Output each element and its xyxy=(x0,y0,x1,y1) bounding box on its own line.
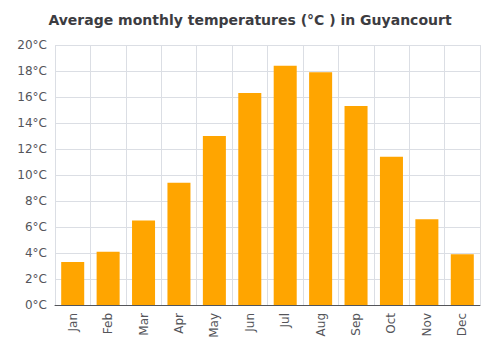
svg-text:Average monthly temperatures (: Average monthly temperatures (°C ) in Gu… xyxy=(48,12,451,28)
svg-text:2°C: 2°C xyxy=(25,272,47,286)
svg-text:Jul: Jul xyxy=(278,313,292,328)
svg-text:Mar: Mar xyxy=(137,313,151,336)
svg-text:Oct: Oct xyxy=(384,313,398,334)
svg-text:10°C: 10°C xyxy=(17,168,47,182)
svg-text:16°C: 16°C xyxy=(17,90,47,104)
svg-text:May: May xyxy=(207,313,221,338)
svg-text:8°C: 8°C xyxy=(25,194,47,208)
svg-text:Jan: Jan xyxy=(66,313,80,333)
svg-text:14°C: 14°C xyxy=(17,116,47,130)
svg-text:Feb: Feb xyxy=(101,313,115,334)
svg-text:18°C: 18°C xyxy=(17,64,47,78)
svg-text:Aug: Aug xyxy=(314,313,328,336)
svg-text:12°C: 12°C xyxy=(17,142,47,156)
svg-text:Apr: Apr xyxy=(172,313,186,334)
svg-text:Nov: Nov xyxy=(420,313,434,336)
svg-text:Jun: Jun xyxy=(243,313,257,333)
svg-text:6°C: 6°C xyxy=(25,220,47,234)
svg-text:Dec: Dec xyxy=(455,313,469,336)
svg-text:4°C: 4°C xyxy=(25,246,47,260)
svg-text:0°C: 0°C xyxy=(25,298,47,312)
svg-text:20°C: 20°C xyxy=(17,38,47,52)
svg-text:Sep: Sep xyxy=(349,313,363,336)
